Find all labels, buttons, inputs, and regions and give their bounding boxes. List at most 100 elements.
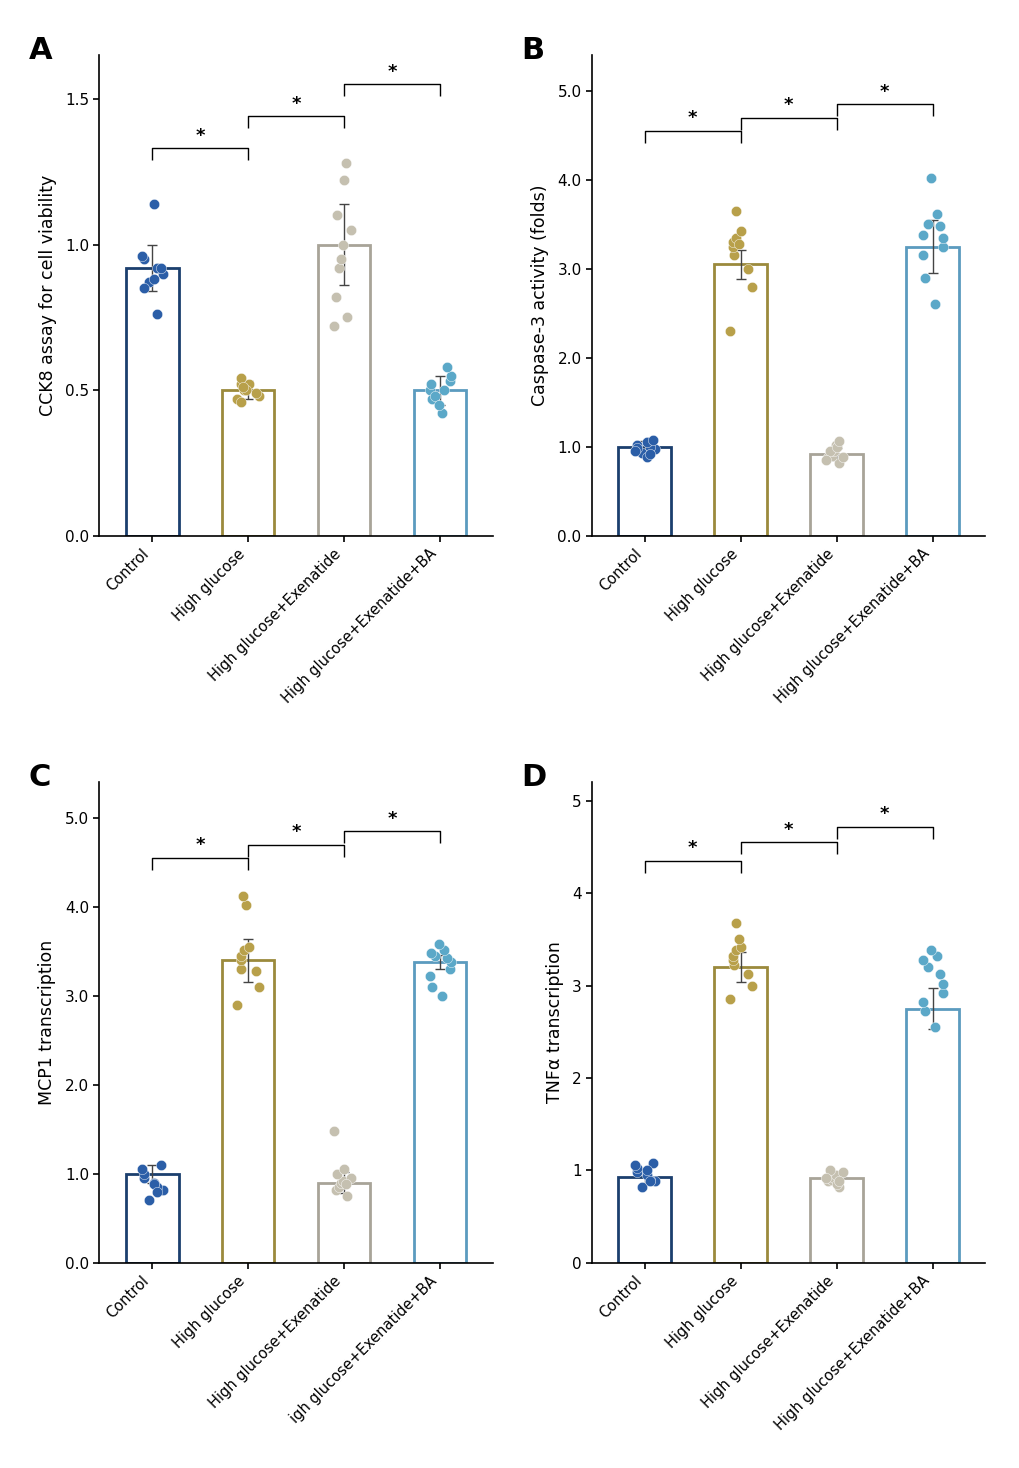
Point bbox=[328, 204, 344, 228]
Point bbox=[235, 938, 252, 962]
Point bbox=[421, 964, 437, 988]
Point bbox=[728, 938, 744, 962]
Point bbox=[743, 973, 759, 997]
Point bbox=[248, 382, 264, 405]
Bar bbox=[618, 1177, 671, 1262]
Point bbox=[325, 314, 341, 338]
Point bbox=[337, 1173, 354, 1196]
Point bbox=[828, 435, 845, 458]
Point bbox=[828, 1173, 845, 1196]
Point bbox=[136, 1163, 152, 1186]
Point bbox=[727, 200, 743, 223]
Point bbox=[332, 247, 348, 270]
Point bbox=[228, 388, 245, 411]
Point bbox=[427, 385, 443, 408]
Point bbox=[830, 451, 847, 474]
Point bbox=[725, 948, 741, 972]
Point bbox=[434, 402, 450, 426]
Point bbox=[421, 379, 437, 402]
Point bbox=[336, 169, 353, 192]
Point bbox=[646, 437, 662, 461]
Point bbox=[232, 367, 249, 390]
Point bbox=[726, 244, 742, 267]
Bar bbox=[905, 247, 958, 536]
Bar bbox=[125, 1174, 178, 1262]
Point bbox=[725, 944, 741, 967]
Point bbox=[233, 373, 250, 396]
Point bbox=[628, 436, 644, 459]
Point bbox=[638, 1158, 654, 1182]
Point bbox=[232, 944, 249, 967]
Point bbox=[235, 379, 252, 402]
Point bbox=[927, 203, 944, 226]
Point bbox=[641, 1169, 657, 1192]
Point bbox=[628, 433, 644, 457]
Bar bbox=[125, 267, 178, 536]
Point bbox=[926, 1016, 943, 1039]
Point bbox=[638, 446, 654, 470]
Bar bbox=[713, 967, 766, 1262]
Point bbox=[141, 270, 157, 294]
Point bbox=[727, 912, 743, 935]
Text: *: * bbox=[688, 840, 697, 857]
Point bbox=[646, 1170, 662, 1193]
Point bbox=[438, 947, 454, 970]
Point bbox=[835, 446, 851, 470]
Point bbox=[633, 442, 649, 465]
Point bbox=[740, 257, 756, 280]
Point bbox=[933, 981, 950, 1004]
Y-axis label: TNFα transcription: TNFα transcription bbox=[545, 941, 562, 1104]
Point bbox=[146, 1171, 162, 1195]
Point bbox=[829, 1170, 846, 1193]
Point bbox=[342, 1167, 359, 1191]
Point bbox=[136, 1167, 152, 1191]
Point bbox=[644, 1151, 660, 1174]
Point bbox=[720, 988, 737, 1011]
Point bbox=[149, 1176, 165, 1199]
Text: *: * bbox=[196, 837, 205, 854]
Bar bbox=[221, 390, 274, 536]
Point bbox=[251, 385, 267, 408]
Text: *: * bbox=[784, 95, 793, 115]
Point bbox=[146, 1173, 162, 1196]
Point bbox=[720, 320, 737, 344]
Point bbox=[916, 1000, 932, 1023]
Text: C: C bbox=[29, 763, 51, 793]
Point bbox=[334, 233, 351, 257]
Point bbox=[820, 1158, 837, 1182]
Point bbox=[337, 151, 354, 175]
Point bbox=[934, 226, 951, 250]
Bar bbox=[413, 962, 466, 1262]
Point bbox=[824, 439, 841, 462]
Point bbox=[731, 232, 747, 255]
Point bbox=[830, 1176, 847, 1199]
Point bbox=[338, 1185, 355, 1208]
Point bbox=[633, 1176, 649, 1199]
Point bbox=[146, 192, 162, 216]
Point bbox=[916, 266, 932, 289]
Point bbox=[332, 1171, 348, 1195]
Point bbox=[820, 439, 837, 462]
Text: *: * bbox=[879, 82, 889, 101]
Point bbox=[817, 448, 834, 471]
Point bbox=[914, 948, 930, 972]
Text: *: * bbox=[291, 824, 301, 841]
Point bbox=[327, 285, 343, 308]
Point bbox=[819, 446, 836, 470]
Point bbox=[626, 439, 642, 462]
Point bbox=[641, 1170, 657, 1193]
Point bbox=[328, 1163, 344, 1186]
Text: *: * bbox=[291, 95, 301, 113]
Point bbox=[152, 255, 168, 279]
Text: *: * bbox=[387, 63, 396, 81]
Point bbox=[434, 984, 450, 1007]
Point bbox=[626, 1152, 642, 1176]
Point bbox=[136, 276, 152, 299]
Point bbox=[726, 954, 742, 978]
Point bbox=[919, 956, 935, 979]
Point bbox=[641, 435, 657, 458]
Point bbox=[251, 975, 267, 998]
Point bbox=[331, 1176, 347, 1199]
Point bbox=[835, 1160, 851, 1183]
Point bbox=[733, 220, 749, 244]
